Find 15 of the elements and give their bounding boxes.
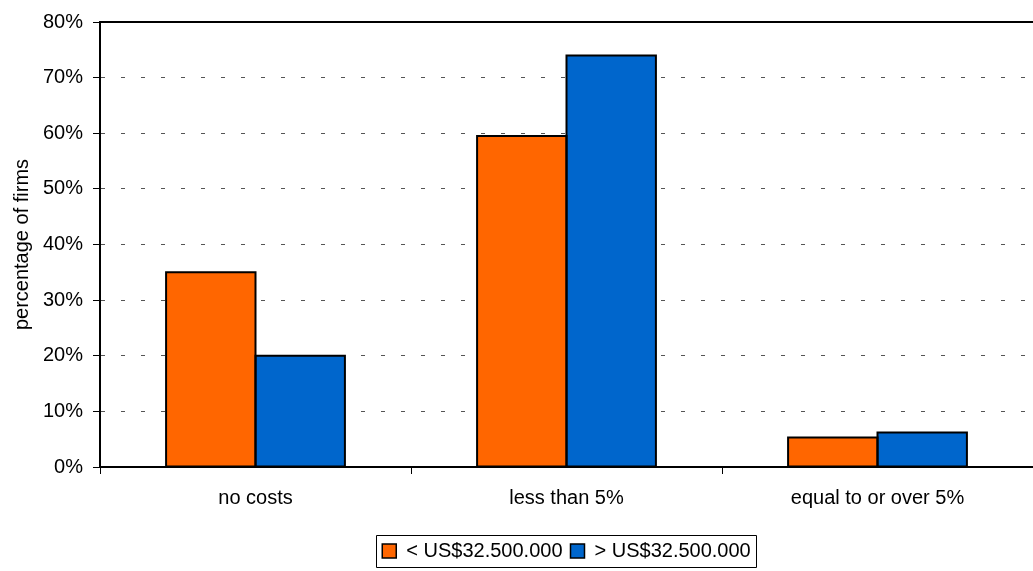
legend-label: > US$32.500.000 xyxy=(594,538,751,561)
y-tick-label: 30% xyxy=(42,287,84,310)
y-tick-label: 70% xyxy=(42,65,84,88)
y-tick-label: 0% xyxy=(54,454,84,477)
x-tick-label: less than 5% xyxy=(509,485,624,508)
y-tick-label: 10% xyxy=(42,398,84,421)
legend-label: < US$32.500.000 xyxy=(406,538,563,561)
y-tick-label: 40% xyxy=(42,232,84,255)
y-tick-label: 50% xyxy=(42,176,84,199)
y-tick-label: 80% xyxy=(42,9,84,32)
y-tick-label: 60% xyxy=(42,120,84,143)
x-tick-label: equal to or over 5% xyxy=(790,485,965,508)
y-axis-title: percentage of firms xyxy=(9,158,32,331)
x-tick-label: no costs xyxy=(218,485,293,508)
y-tick-label: 20% xyxy=(42,343,84,366)
